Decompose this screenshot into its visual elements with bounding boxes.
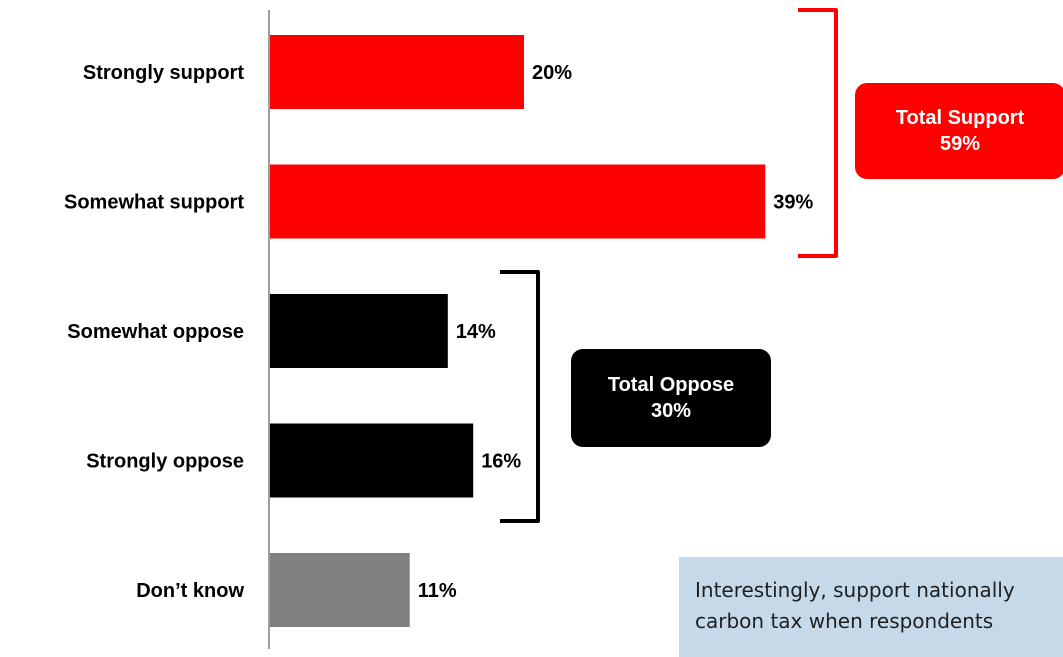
bar-strongly-support: [270, 35, 524, 109]
note-callout: Interestingly, support nationally carbon…: [679, 557, 1063, 657]
total-support-label: Total Support: [895, 107, 1025, 129]
oppose-bracket: [500, 270, 540, 523]
total-oppose-value: 30%: [650, 400, 692, 422]
support-bracket: [798, 8, 838, 258]
bar-don-t-know: [270, 553, 410, 627]
bar-somewhat-oppose: [270, 294, 448, 368]
category-label: Somewhat support: [64, 192, 244, 214]
note-line-2: carbon tax when respondents: [695, 609, 994, 633]
value-label: 14%: [456, 321, 496, 343]
total-support-value: 59%: [939, 133, 981, 155]
bar-somewhat-support: [270, 164, 766, 239]
value-label: 11%: [418, 580, 457, 602]
value-label: 39%: [773, 192, 813, 214]
category-label: Strongly support: [83, 62, 244, 84]
category-label: Don’t know: [136, 580, 244, 602]
total-support-box: Total Support 59%: [855, 83, 1063, 179]
value-label: 20%: [532, 62, 572, 84]
bar-strongly-oppose: [270, 423, 474, 498]
category-label: Strongly oppose: [86, 451, 244, 473]
total-oppose-box: Total Oppose 30%: [571, 349, 771, 447]
note-line-1: Interestingly, support nationally: [695, 578, 1015, 602]
total-oppose-label: Total Oppose: [607, 374, 735, 396]
category-label: Somewhat oppose: [67, 321, 244, 343]
value-label: 16%: [481, 451, 521, 473]
